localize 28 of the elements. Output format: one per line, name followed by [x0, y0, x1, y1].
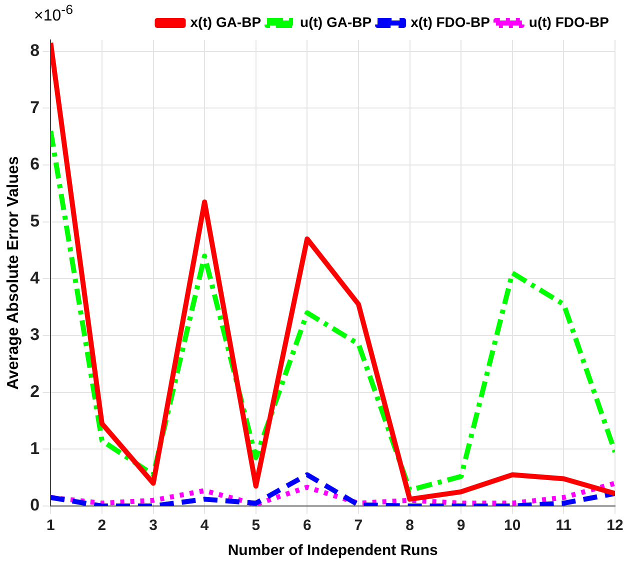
legend-label: x(t) GA-BP — [190, 14, 262, 30]
y-tick-label: 0 — [30, 496, 40, 515]
x-tick-label: 10 — [504, 517, 521, 534]
legend-label: x(t) FDO-BP — [410, 14, 490, 30]
x-axis-title: Number of Independent Runs — [228, 542, 438, 560]
y-tick-label: 2 — [30, 382, 40, 402]
x-tick-label: 3 — [149, 517, 158, 534]
x-tick-label: 7 — [354, 517, 363, 534]
x-tick-label: 4 — [200, 517, 210, 534]
y-tick-label: 8 — [30, 41, 40, 60]
y-tick-label: 6 — [30, 154, 40, 174]
x-tick-label: 1 — [46, 517, 55, 534]
x-tick-label: 8 — [406, 517, 414, 534]
x-tick-label: 2 — [98, 517, 106, 534]
x-tick-label: 9 — [456, 517, 466, 534]
legend-label: u(t) FDO-BP — [528, 14, 610, 30]
y-axis-title: Average Absolute Error Values — [5, 156, 22, 390]
y-tick-label: 1 — [30, 438, 40, 458]
y-tick-label: 5 — [30, 212, 40, 231]
y-tick-label: 7 — [30, 98, 40, 117]
x-tick-label: 6 — [303, 517, 312, 534]
x-tick-label: 12 — [606, 517, 624, 534]
y-tick-label: 4 — [30, 268, 40, 288]
text: ×10$^{-6}$ — [34, 2, 73, 26]
x-tick-label: 11 — [556, 517, 572, 534]
x-tick-label: 5 — [252, 517, 260, 534]
y-tick-label: 3 — [30, 325, 40, 344]
legend-label: u(t) GA-BP — [300, 14, 372, 30]
